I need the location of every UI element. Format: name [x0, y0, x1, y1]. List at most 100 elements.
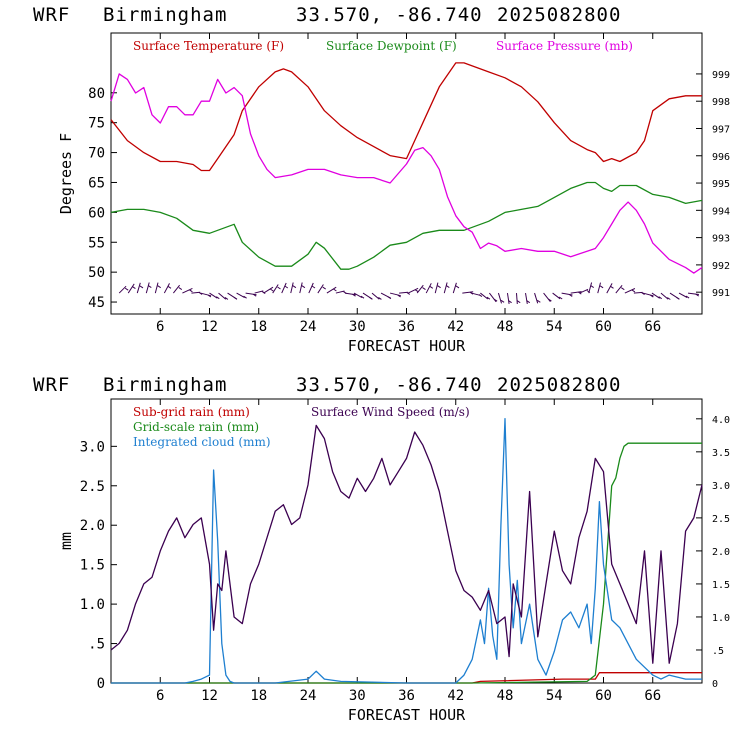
wind-barb — [597, 282, 601, 294]
wind-barb — [308, 282, 314, 294]
wind-barb — [588, 282, 593, 294]
wind-barb — [480, 292, 489, 300]
y2-tick-label: 995 — [712, 179, 730, 190]
y-tick-label: 65 — [88, 175, 105, 191]
wind-barb-flag — [167, 285, 172, 289]
y-tick-label: 1.5 — [80, 558, 105, 574]
series-line-temperature — [110, 62, 702, 172]
wind-barb-flag — [631, 289, 636, 293]
x-tick-label: 42 — [447, 688, 464, 704]
series-line-wind — [110, 424, 703, 664]
wind-barb — [200, 292, 212, 297]
wind-barb — [371, 292, 380, 300]
y2-tick-label: 3.0 — [712, 481, 730, 492]
wind-barb-flag — [132, 286, 136, 290]
legend-pressure: Surface Pressure (mb) — [496, 39, 633, 53]
series-line-pressure — [110, 73, 703, 274]
x-tick-label: 66 — [644, 688, 661, 704]
wind-barb — [407, 287, 419, 294]
wind-barb-flag — [243, 295, 247, 299]
wind-barb-flag — [548, 298, 552, 302]
model-label: WRF — [33, 374, 71, 396]
y2-tick-label: 997 — [712, 124, 730, 135]
wind-barb-flag — [414, 289, 419, 293]
wind-barb — [399, 291, 408, 294]
x-tick-label: 54 — [546, 688, 563, 704]
y-tick-label: 60 — [88, 205, 105, 221]
y-tick-label: 50 — [88, 265, 105, 281]
wind-barb-flag — [207, 294, 212, 298]
wind-barb-flag — [269, 288, 274, 292]
wind-barb-flag — [157, 285, 161, 289]
y2-tick-label: 991 — [712, 288, 730, 299]
wind-barb — [299, 282, 303, 294]
x-tick-label: 48 — [497, 319, 514, 335]
wind-barb — [317, 284, 324, 294]
wind-barb — [633, 291, 643, 294]
wind-barb-flag — [478, 294, 483, 298]
wind-barb — [163, 283, 170, 294]
wind-barb-flag — [590, 285, 594, 289]
legend-dewpoint: Surface Dewpoint (F) — [326, 39, 457, 53]
x-tick-label: 6 — [156, 319, 164, 335]
y-tick-label: 3.0 — [80, 439, 105, 455]
y2-tick-label: .5 — [712, 646, 724, 657]
y-tick-label: 80 — [88, 86, 105, 102]
wind-barb-flag — [284, 285, 289, 289]
wind-barb — [263, 286, 274, 294]
coords-label: 33.570, -86.740 — [296, 4, 483, 26]
wind-barb — [543, 292, 551, 303]
model-label: WRF — [33, 4, 71, 26]
site-label: Birmingham — [103, 374, 228, 396]
wind-barb-flag — [387, 296, 392, 300]
x-tick-label: 60 — [595, 688, 612, 704]
wind-barb-flag — [455, 285, 460, 289]
wind-barb — [506, 292, 510, 304]
wind-barb-flag — [486, 296, 491, 300]
wind-barb — [606, 283, 613, 294]
wind-barb — [118, 285, 127, 294]
wind-barb — [570, 291, 582, 294]
wind-barb — [218, 292, 227, 300]
x-tick-label: 36 — [398, 319, 415, 335]
wind-barb-flag — [178, 287, 183, 291]
wind-barb — [552, 292, 561, 300]
wind-barb — [172, 284, 180, 294]
wind-barb-flag — [139, 285, 144, 289]
y-tick-label: 70 — [88, 146, 105, 162]
wind-barb-flag — [252, 293, 257, 297]
y2-tick-label: 999 — [712, 70, 730, 81]
wind-barb-flag — [369, 296, 373, 300]
wind-barb-flag — [301, 285, 306, 289]
x-tick-label: 66 — [644, 319, 661, 335]
wind-barb — [687, 292, 699, 295]
wind-barb — [660, 292, 669, 300]
x-tick-label: 12 — [201, 319, 218, 335]
y-axis-title: Degrees F — [57, 133, 75, 214]
y-tick-label: 45 — [88, 295, 105, 311]
wind-barb — [497, 292, 502, 304]
x-tick-label: 6 — [156, 688, 164, 704]
wind-barb-flag — [216, 296, 220, 300]
wind-barb — [579, 288, 589, 294]
wind-barb-flag — [277, 286, 281, 290]
x-tick-label: 36 — [398, 688, 415, 704]
wind-barb — [290, 282, 294, 294]
wind-barb-flag — [667, 297, 671, 300]
wind-barb — [254, 290, 264, 294]
wind-barb — [191, 291, 201, 294]
wind-barb — [624, 288, 636, 294]
wind-barb — [416, 284, 424, 294]
wind-barb — [272, 284, 279, 294]
wind-barb — [335, 290, 345, 294]
wind-barb-flag — [233, 296, 238, 300]
wind-barb-flag — [397, 294, 401, 298]
wind-barb — [236, 292, 245, 299]
wind-barb-flag — [422, 287, 426, 291]
y-tick-label: 1.0 — [80, 597, 105, 613]
series-line-dewpoint — [110, 181, 703, 270]
wind-barb — [615, 284, 623, 294]
wind-barb — [525, 292, 528, 304]
wind-barb-flag — [658, 296, 662, 300]
y2-tick-label: 996 — [712, 152, 730, 163]
